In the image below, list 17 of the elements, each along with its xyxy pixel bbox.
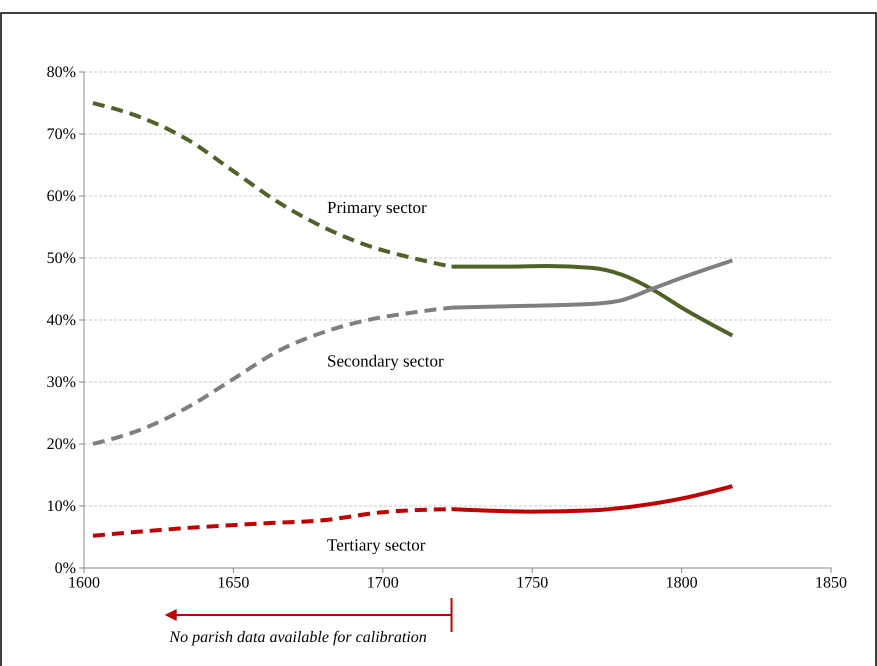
text: No parish data available for calibration: [168, 629, 427, 646]
x-tick-label: 1750: [516, 574, 548, 592]
x-tick-label: 1700: [366, 574, 399, 592]
x-tick-label: 1800: [666, 574, 698, 592]
y-tick-label: 80%: [46, 64, 76, 82]
y-tick-label: 20%: [46, 436, 76, 454]
y-tick-label: 60%: [46, 188, 76, 206]
y-tick-label: 50%: [46, 250, 76, 268]
series-label: Primary sector: [327, 198, 427, 217]
y-tick-label: 10%: [46, 498, 76, 516]
x-tick-label: 1650: [217, 574, 250, 592]
y-tick-label: 70%: [46, 126, 76, 144]
y-tick-label: 30%: [46, 374, 76, 392]
y-tick-label: 40%: [46, 312, 76, 330]
series-label: Tertiary sector: [327, 535, 426, 554]
series-label: Secondary sector: [327, 351, 444, 370]
x-tick-label: 1850: [815, 574, 847, 592]
